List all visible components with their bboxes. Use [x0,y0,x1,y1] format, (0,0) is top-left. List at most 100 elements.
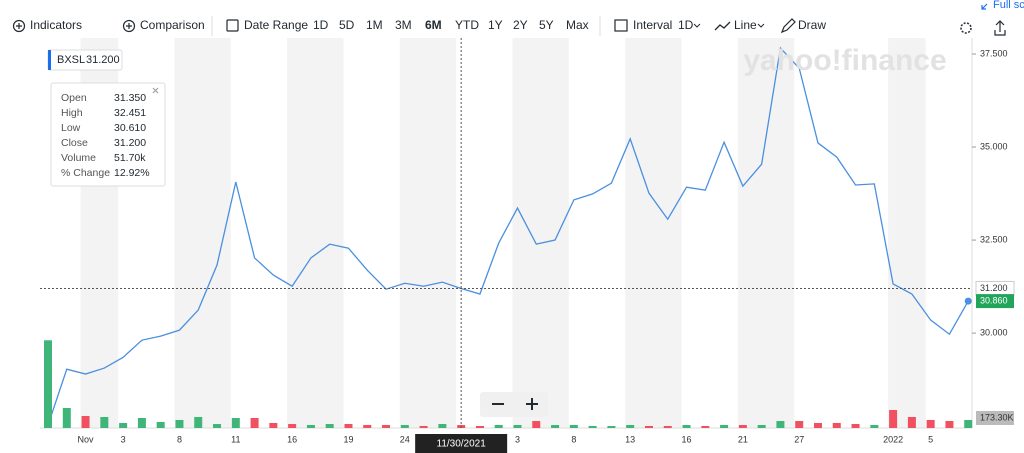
tooltip-value: 32.451 [114,107,146,119]
crosshair-date-box [415,434,508,453]
range-button[interactable]: 5D [339,18,355,32]
icon [714,21,731,31]
x-tick-label: 2022 [883,434,903,444]
last-price-box [976,294,1014,309]
tooltip-value: 12.92% [114,167,150,179]
x-tick-label: Nov [78,434,95,444]
interval-value[interactable]: 1D [678,18,694,32]
symbol-name: BXSL [57,54,85,66]
full-screen-link[interactable]: Full sc [993,0,1024,11]
volume-bar [231,418,240,428]
volume-bar [964,419,973,428]
volume-bar [269,422,278,428]
icon [981,3,988,10]
y-tick-label: 35.000 [980,141,1008,151]
range-button[interactable]: 1M [366,18,383,32]
volume-bar [438,424,447,428]
volume-bar [588,425,597,428]
x-tick-label: 8 [571,434,576,444]
volume-bar [156,421,165,428]
volume-bar [889,409,898,428]
volume-bar [945,421,954,428]
volume-bar [569,424,578,428]
interval-button[interactable]: Interval [633,18,672,32]
week-shading [888,38,926,428]
tooltip-label: Open [61,92,87,104]
volume-bar [907,416,916,428]
x-tick-label: 11 [231,434,240,444]
volume-bar [119,422,128,428]
volume-bar [44,340,52,428]
volume-bar [757,424,766,428]
volume-label-box [976,411,1014,425]
last-price: 30.860 [980,295,1008,305]
tooltip-value: 30.610 [114,122,146,134]
icon [693,23,701,28]
price-line [47,46,969,426]
tooltip-value: 51.70k [114,152,146,164]
volume-bar [400,424,409,428]
volume-bar [607,425,616,428]
range-button[interactable]: Max [566,18,589,32]
volume-bar [870,424,879,428]
draw-button[interactable]: Draw [798,18,826,32]
x-tick-label: 13 [625,434,635,444]
icon [122,19,136,33]
volume-bar [213,424,222,428]
indicators-button[interactable]: Indicators [30,18,82,32]
week-shading [287,38,344,428]
comparison-button[interactable]: Comparison [140,18,205,32]
volume-bar [532,421,541,428]
volume-bar [720,424,729,428]
range-button[interactable]: YTD [455,18,479,32]
volume-bar [475,425,484,428]
y-tick-label: 32.500 [980,234,1008,244]
icon [226,19,239,32]
volume-bar [250,418,259,428]
icon [12,19,26,33]
last-point [964,297,972,305]
x-tick-label: 16 [287,434,297,444]
volume-bar [513,424,522,428]
tooltip-label: High [61,107,83,119]
range-button[interactable]: 6M [425,18,442,32]
volume-bar [62,407,71,428]
range-button[interactable]: 1Y [488,18,503,32]
x-tick-label: 24 [400,434,410,444]
volume-bar [851,424,860,428]
settings-icon[interactable] [960,22,972,34]
volume-bar [175,419,184,428]
x-tick-label: 5 [928,434,933,444]
range-button[interactable]: 5Y [539,18,554,32]
range-button[interactable]: 3M [395,18,412,32]
volume-bar [363,424,372,428]
tooltip-value: 31.200 [114,137,146,149]
range-button[interactable]: 1D [313,18,329,32]
week-shading [625,38,682,428]
close-icon[interactable] [152,87,159,94]
overlay: 173.30K 31.200 11/30/2021 30.860 [40,38,1015,453]
share-icon[interactable] [994,20,1006,36]
tooltip-label: Volume [61,152,96,164]
chart-style-button[interactable]: Line [734,18,757,32]
zoom-in[interactable] [526,398,538,410]
volume-bar [194,416,203,428]
date-range-button[interactable]: Date Range [244,18,308,32]
icon [757,23,765,28]
volume-bar [832,422,841,428]
icon [126,23,132,29]
volume-bar [776,421,785,428]
volume-bar [813,422,822,428]
y-tick-label: 30.000 [980,327,1008,337]
tooltip [50,82,166,187]
volume-bar [100,416,109,428]
x-tick-label: 16 [682,434,692,444]
symbol-marker [48,50,51,70]
volume-label: 173.30K [980,412,1014,422]
y-tick-label: 37.500 [980,48,1008,58]
x-tick-label: 3 [121,434,126,444]
range-button[interactable]: 2Y [513,18,528,32]
watermark: yahoo!finance [743,44,946,77]
